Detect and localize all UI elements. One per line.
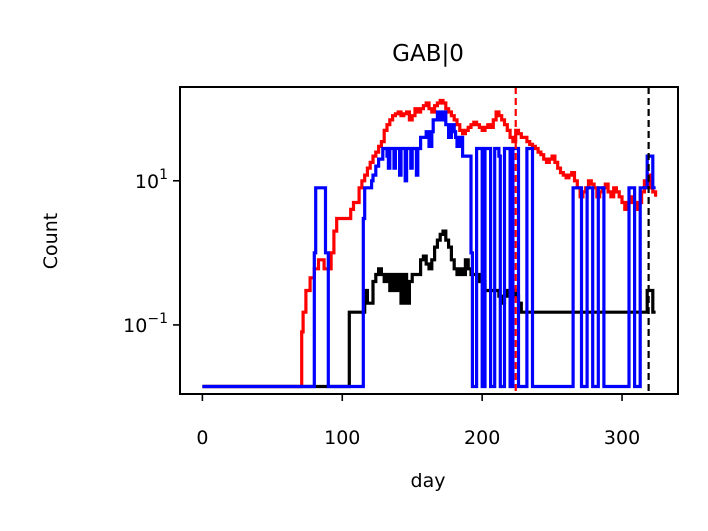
x-tick-label-300: 300 [604, 427, 640, 449]
plot-frame [179, 86, 679, 395]
series-line-blue [202, 110, 656, 389]
y-tick-label-0.1: 10−1 [123, 311, 168, 337]
series-layer [202, 98, 658, 389]
x-tick-label-0: 0 [196, 427, 208, 449]
chart-title: GAB|0 [392, 41, 464, 67]
x-tick-label-100: 100 [324, 427, 360, 449]
series-line-black [202, 229, 656, 389]
x-axis-label: day [411, 470, 446, 492]
vline-layer [514, 87, 650, 394]
y-tick-label-10: 101 [135, 167, 168, 193]
x-tick-label-200: 200 [464, 427, 500, 449]
x-axis: 0 100 200 300 [196, 394, 640, 449]
y-axis-label: Count [40, 213, 62, 269]
y-axis: 101 10−1 [123, 167, 180, 337]
